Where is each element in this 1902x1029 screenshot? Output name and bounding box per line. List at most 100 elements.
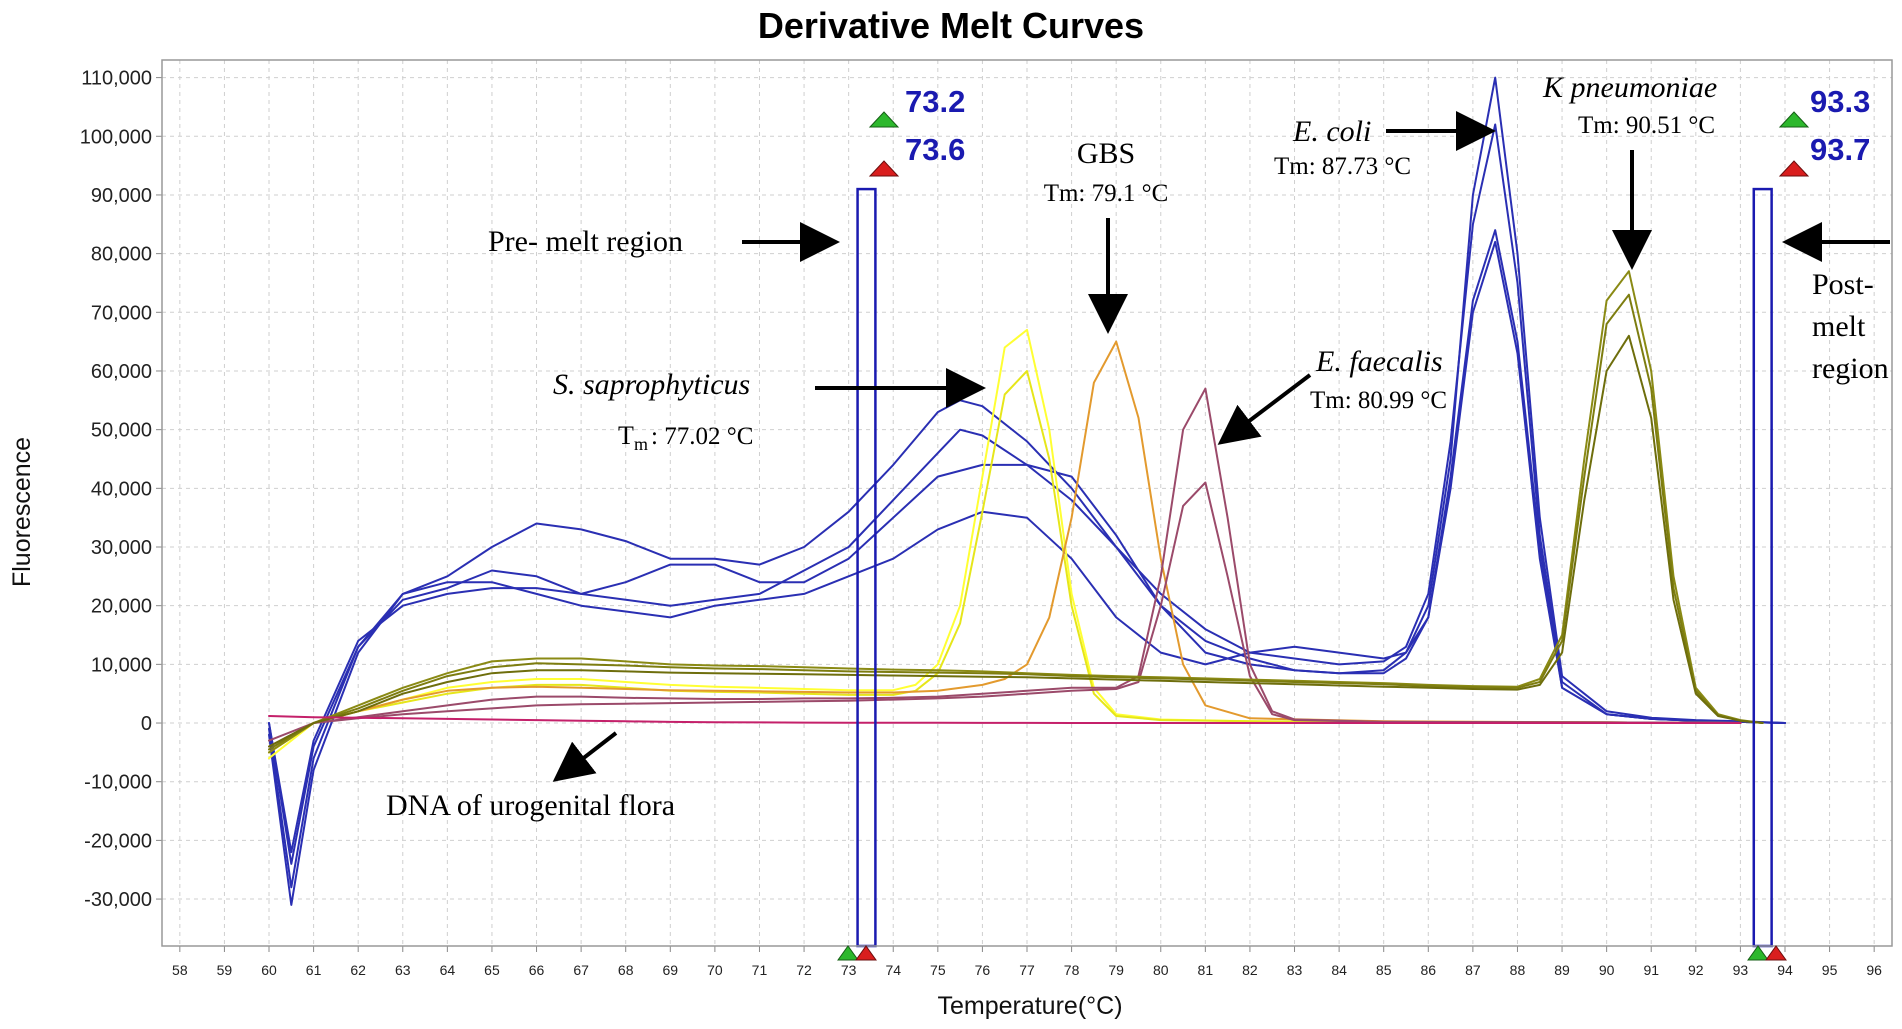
x-tick-label: 87 bbox=[1465, 962, 1481, 978]
annotation-ecoli-tm: Tm: 87.73 °C bbox=[1274, 153, 1411, 180]
annotation-post-melt-1: Post- bbox=[1812, 268, 1874, 301]
y-tick-label: 10,000 bbox=[91, 654, 152, 676]
annotation-faecalis-name: E. faecalis bbox=[1315, 345, 1443, 378]
x-tick-label: 72 bbox=[796, 962, 812, 978]
x-tick-label: 94 bbox=[1777, 962, 1793, 978]
x-tick-label: 67 bbox=[573, 962, 589, 978]
x-tick-label: 86 bbox=[1420, 962, 1436, 978]
x-tick-label: 85 bbox=[1376, 962, 1392, 978]
x-tick-label: 75 bbox=[930, 962, 946, 978]
x-tick-label: 63 bbox=[395, 962, 411, 978]
x-tick-label: 90 bbox=[1599, 962, 1615, 978]
x-tick-label: 58 bbox=[172, 962, 188, 978]
y-tick-label: -20,000 bbox=[84, 830, 152, 852]
x-tick-label: 78 bbox=[1064, 962, 1080, 978]
y-axis-label: Fluorescence bbox=[8, 437, 36, 587]
x-tick-label: 65 bbox=[484, 962, 500, 978]
region-marker-label-73-2: 73.2 bbox=[905, 84, 965, 119]
y-tick-label: 110,000 bbox=[81, 68, 152, 90]
y-tick-label: 80,000 bbox=[91, 244, 152, 266]
series-line bbox=[268, 76, 1786, 906]
series-line bbox=[268, 481, 1742, 742]
y-tick-label: 50,000 bbox=[91, 420, 152, 442]
annotation-sap-tm-T: T bbox=[618, 421, 634, 450]
x-tick-label: 59 bbox=[217, 962, 233, 978]
x-tick-label: 76 bbox=[975, 962, 991, 978]
plot-frame bbox=[161, 59, 1893, 947]
x-tick-label: 89 bbox=[1554, 962, 1570, 978]
x-tick-label: 68 bbox=[618, 962, 634, 978]
x-tick-label: 62 bbox=[350, 962, 366, 978]
x-tick-label: 61 bbox=[306, 962, 322, 978]
x-tick-label: 81 bbox=[1198, 962, 1214, 978]
x-tick-label: 70 bbox=[707, 962, 723, 978]
annotation-post-melt-2: melt bbox=[1812, 310, 1866, 343]
series-line bbox=[268, 387, 1742, 748]
y-tick-label: 40,000 bbox=[91, 478, 152, 500]
annotation-flora: DNA of urogenital flora bbox=[386, 789, 675, 822]
series-line bbox=[268, 328, 1742, 760]
region-marker-label-73-6: 73.6 bbox=[905, 132, 965, 167]
red-triangle-icon bbox=[1765, 945, 1787, 961]
region-marker-label-93-3: 93.3 bbox=[1810, 84, 1870, 119]
x-tick-label: 66 bbox=[529, 962, 545, 978]
y-tick-label: 20,000 bbox=[91, 596, 152, 618]
annotation-sap-tm-rest: : 77.02 °C bbox=[651, 423, 753, 450]
x-tick-label: 73 bbox=[841, 962, 857, 978]
annotation-pre-melt: Pre- melt region bbox=[488, 225, 683, 258]
red-triangle-icon bbox=[855, 945, 877, 961]
annotation-kpn-tm: Tm: 90.51 °C bbox=[1578, 112, 1715, 139]
red-triangle-icon bbox=[868, 160, 900, 177]
y-tick-label: 70,000 bbox=[91, 302, 152, 324]
annotation-faecalis-tm: Tm: 80.99 °C bbox=[1310, 387, 1447, 414]
red-triangle-icon bbox=[1778, 160, 1810, 177]
arrow-faecalis bbox=[1217, 373, 1312, 445]
x-tick-label: 60 bbox=[261, 962, 277, 978]
green-triangle-icon bbox=[837, 945, 859, 961]
axis-ticks: 58 59 60 61 62 63 64 65 66 67 68 69 70 71 72 73 74 75 76 77… bbox=[80, 68, 1882, 978]
x-tick-label: 80 bbox=[1153, 962, 1169, 978]
x-tick-label: 96 bbox=[1866, 962, 1882, 978]
x-tick-label: 95 bbox=[1822, 962, 1838, 978]
melt-regions bbox=[856, 187, 1773, 948]
x-tick-label: 74 bbox=[885, 962, 901, 978]
x-tick-label: 64 bbox=[440, 962, 456, 978]
x-tick-label: 93 bbox=[1733, 962, 1749, 978]
annotation-gbs-tm: Tm: 79.1 °C bbox=[1044, 180, 1169, 207]
series-line bbox=[268, 334, 1764, 748]
x-tick-label: 83 bbox=[1287, 962, 1303, 978]
series-lines bbox=[268, 76, 1786, 906]
series-line bbox=[268, 715, 1742, 724]
x-tick-label: 92 bbox=[1688, 962, 1704, 978]
annotation-kpn-name: K pneumoniae bbox=[1542, 71, 1717, 104]
y-tick-label: 30,000 bbox=[91, 537, 152, 559]
region-marker-label-93-7: 93.7 bbox=[1810, 132, 1870, 167]
arrow-flora bbox=[552, 731, 618, 782]
x-tick-label: 69 bbox=[663, 962, 679, 978]
x-tick-label: 84 bbox=[1331, 962, 1347, 978]
x-tick-label: 77 bbox=[1019, 962, 1035, 978]
series-line bbox=[268, 270, 1764, 754]
melt-region-bar[interactable] bbox=[1752, 187, 1773, 948]
y-tick-label: 100,000 bbox=[80, 126, 152, 148]
y-tick-label: -10,000 bbox=[84, 772, 152, 794]
x-tick-label: 71 bbox=[752, 962, 768, 978]
green-triangle-icon bbox=[868, 111, 900, 128]
x-tick-label: 82 bbox=[1242, 962, 1258, 978]
y-tick-label: 0 bbox=[141, 713, 152, 735]
annotation-sap-name: S. saprophyticus bbox=[553, 368, 750, 401]
x-tick-label: 91 bbox=[1643, 962, 1659, 978]
x-tick-label: 79 bbox=[1108, 962, 1124, 978]
green-triangle-icon bbox=[1778, 111, 1810, 128]
y-tick-label: 90,000 bbox=[91, 185, 152, 207]
annotation-sap-tm-sub: m bbox=[634, 434, 648, 454]
chart-title: Derivative Melt Curves bbox=[758, 5, 1144, 46]
y-tick-label: -30,000 bbox=[84, 889, 152, 911]
series-line bbox=[268, 293, 1764, 751]
y-tick-label: 60,000 bbox=[91, 361, 152, 383]
series-line bbox=[268, 340, 1742, 754]
annotation-ecoli-name: E. coli bbox=[1292, 115, 1371, 148]
annotation-gbs-name: GBS bbox=[1077, 137, 1135, 170]
